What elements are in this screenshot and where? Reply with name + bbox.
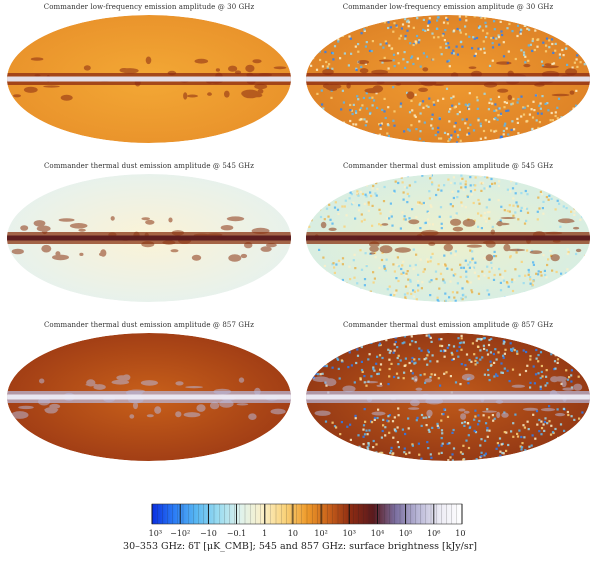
mollweide-map <box>7 174 291 302</box>
galactic-plane-core <box>7 235 291 241</box>
colorbar-tick-label: 10³ <box>343 529 356 538</box>
colorbar-label: 30–353 GHz: δT [μK_CMB]; 545 and 857 GHz… <box>123 541 477 552</box>
colorbar-tick-label: 10⁴ <box>371 529 384 538</box>
panel-title: Commander thermal dust emission amplitud… <box>43 321 255 329</box>
colorbar-tick-label: 10⁵ <box>399 529 412 538</box>
mollweide-map <box>7 333 291 461</box>
galactic-plane-core <box>7 76 291 82</box>
mollweide-map <box>306 174 590 302</box>
panel-title: Commander thermal dust emission amplitud… <box>43 162 255 170</box>
panel-title: Commander thermal dust emission amplitud… <box>342 321 554 329</box>
colorbar-scale: −10³ −10² −10 −0.1 1 10 10² 10³ 10⁴ 10⁵ 10⁶ 10⁷ <box>142 503 469 538</box>
mollweide-map <box>306 15 590 143</box>
colorbar-tick-label: 10⁶ <box>427 529 440 538</box>
panel-title: Commander thermal dust emission amplitud… <box>342 162 554 170</box>
panel-dust857-right: Commander thermal dust emission amplitud… <box>302 321 594 471</box>
galactic-plane-core <box>306 394 590 400</box>
colorbar-tick-label: 1 <box>262 529 267 538</box>
panel-title: Commander low-frequency emission amplitu… <box>43 3 255 11</box>
colorbar-tick-label: 10² <box>314 529 327 538</box>
panel-lowfreq-right: Commander low-frequency emission amplitu… <box>302 3 594 153</box>
panel-dust857-left: Commander thermal dust emission amplitud… <box>3 321 295 471</box>
galactic-plane-core <box>7 394 291 400</box>
panel-dust545-right: Commander thermal dust emission amplitud… <box>302 162 594 312</box>
colorbar-tick-label: 10⁷ <box>455 529 466 538</box>
mollweide-map <box>7 15 291 143</box>
colorbar: −10³ −10² −10 −0.1 1 10 10² 10³ 10⁴ 10⁵ 10⁶ 10⁷ <box>142 502 469 561</box>
galactic-plane-core <box>306 235 590 241</box>
colorbar-tick-label: 10 <box>288 529 298 538</box>
colorbar-tick-label: −10² <box>170 529 190 538</box>
colorbar-tick-label: −10 <box>200 529 217 538</box>
panel-title: Commander low-frequency emission amplitu… <box>342 3 554 11</box>
panel-dust545-left: Commander thermal dust emission amplitud… <box>3 162 295 312</box>
galactic-plane-core <box>306 76 590 82</box>
mollweide-map <box>306 333 590 461</box>
colorbar-tick-label: −10³ <box>148 529 162 538</box>
panel-lowfreq-left: Commander low-frequency emission amplitu… <box>3 3 295 153</box>
colorbar-tick-label: −0.1 <box>227 529 246 538</box>
